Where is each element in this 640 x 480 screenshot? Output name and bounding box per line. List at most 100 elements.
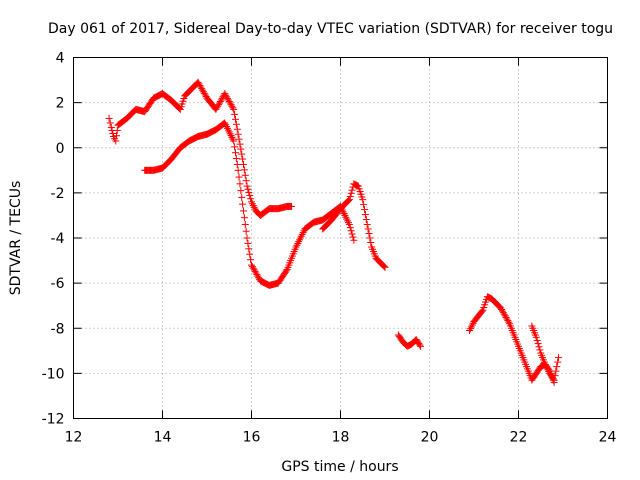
data-point	[255, 274, 263, 282]
data-point	[248, 261, 255, 269]
data-point	[109, 129, 117, 137]
y-axis-label: SDTVAR / TECUs	[8, 181, 24, 296]
data-point	[237, 187, 245, 195]
data-point	[245, 188, 253, 196]
data-point	[244, 185, 252, 193]
x-tick-label: 22	[510, 430, 528, 446]
data-point	[239, 155, 247, 163]
data-point	[214, 102, 222, 110]
data-point	[346, 224, 354, 232]
data-point	[226, 99, 234, 107]
data-point	[253, 271, 261, 279]
data-point	[250, 266, 258, 274]
data-point	[288, 202, 296, 210]
data-point	[553, 363, 561, 371]
data-point	[360, 201, 368, 209]
data-point	[213, 104, 221, 112]
data-point	[296, 234, 304, 242]
data-point	[350, 236, 358, 244]
data-point	[197, 83, 205, 91]
data-point	[232, 120, 240, 128]
axis-ticks	[73, 57, 608, 419]
data-point	[106, 119, 114, 127]
data-point	[231, 110, 239, 118]
data-point	[232, 155, 240, 163]
data-point	[349, 233, 357, 241]
data-point	[229, 104, 237, 112]
data-point	[340, 210, 348, 218]
data-point	[500, 310, 508, 318]
data-point	[245, 245, 253, 253]
data-point	[236, 180, 244, 188]
data-point	[359, 196, 367, 204]
data-point	[200, 89, 208, 97]
data-point	[296, 236, 304, 244]
data-point	[246, 250, 254, 258]
data-point	[212, 105, 220, 113]
data-point	[534, 340, 542, 348]
data-point	[215, 99, 223, 107]
data-point	[230, 105, 238, 113]
data-point	[348, 186, 356, 194]
data-point	[244, 239, 252, 247]
data-point	[555, 354, 563, 362]
x-tick-label: 14	[154, 430, 172, 446]
data-point	[249, 202, 257, 210]
data-point	[223, 93, 231, 101]
data-point	[113, 126, 121, 134]
data-point	[364, 225, 372, 233]
data-point	[298, 230, 306, 238]
data-point	[225, 128, 233, 136]
data-point	[363, 220, 371, 228]
data-point	[545, 366, 553, 374]
data-point	[199, 88, 207, 96]
data-point	[227, 132, 235, 140]
data-point	[228, 102, 236, 110]
data-point	[550, 378, 558, 386]
data-point	[504, 317, 512, 325]
data-point	[343, 215, 351, 223]
data-point	[195, 80, 203, 88]
data-point	[535, 343, 543, 351]
data-point	[224, 96, 232, 104]
data-point	[224, 126, 232, 134]
data-point	[252, 269, 260, 277]
data-point	[215, 101, 223, 109]
data-point	[243, 182, 251, 190]
y-tick-label: 4	[56, 51, 65, 67]
data-point	[282, 267, 290, 275]
data-point	[231, 115, 239, 123]
data-point	[498, 306, 506, 314]
data-point	[237, 145, 245, 153]
data-point	[226, 130, 234, 138]
data-point	[251, 267, 259, 275]
data-point	[469, 319, 477, 327]
data-point	[235, 173, 243, 181]
data-point	[501, 312, 509, 320]
data-point	[532, 333, 540, 341]
data-point	[221, 119, 229, 127]
data-point	[505, 318, 513, 326]
data-point	[241, 171, 249, 179]
y-tick-label: -10	[42, 366, 65, 382]
x-tick-label: 16	[243, 430, 261, 446]
data-point	[346, 192, 354, 200]
data-point	[242, 227, 250, 235]
x-tick-label: 18	[332, 430, 350, 446]
x-tick-label: 20	[421, 430, 439, 446]
data-point	[240, 166, 248, 174]
data-point	[362, 215, 370, 223]
data-point	[347, 189, 355, 197]
data-point	[367, 239, 375, 247]
data-point	[347, 227, 355, 235]
data-point	[233, 160, 241, 168]
y-tick-label: -2	[51, 186, 65, 202]
data-point	[223, 94, 231, 102]
data-point	[533, 336, 541, 344]
y-tick-label: -8	[51, 321, 65, 337]
data-point	[478, 307, 486, 315]
data-point	[216, 97, 224, 105]
data-point	[238, 193, 246, 201]
data-point	[292, 243, 300, 251]
